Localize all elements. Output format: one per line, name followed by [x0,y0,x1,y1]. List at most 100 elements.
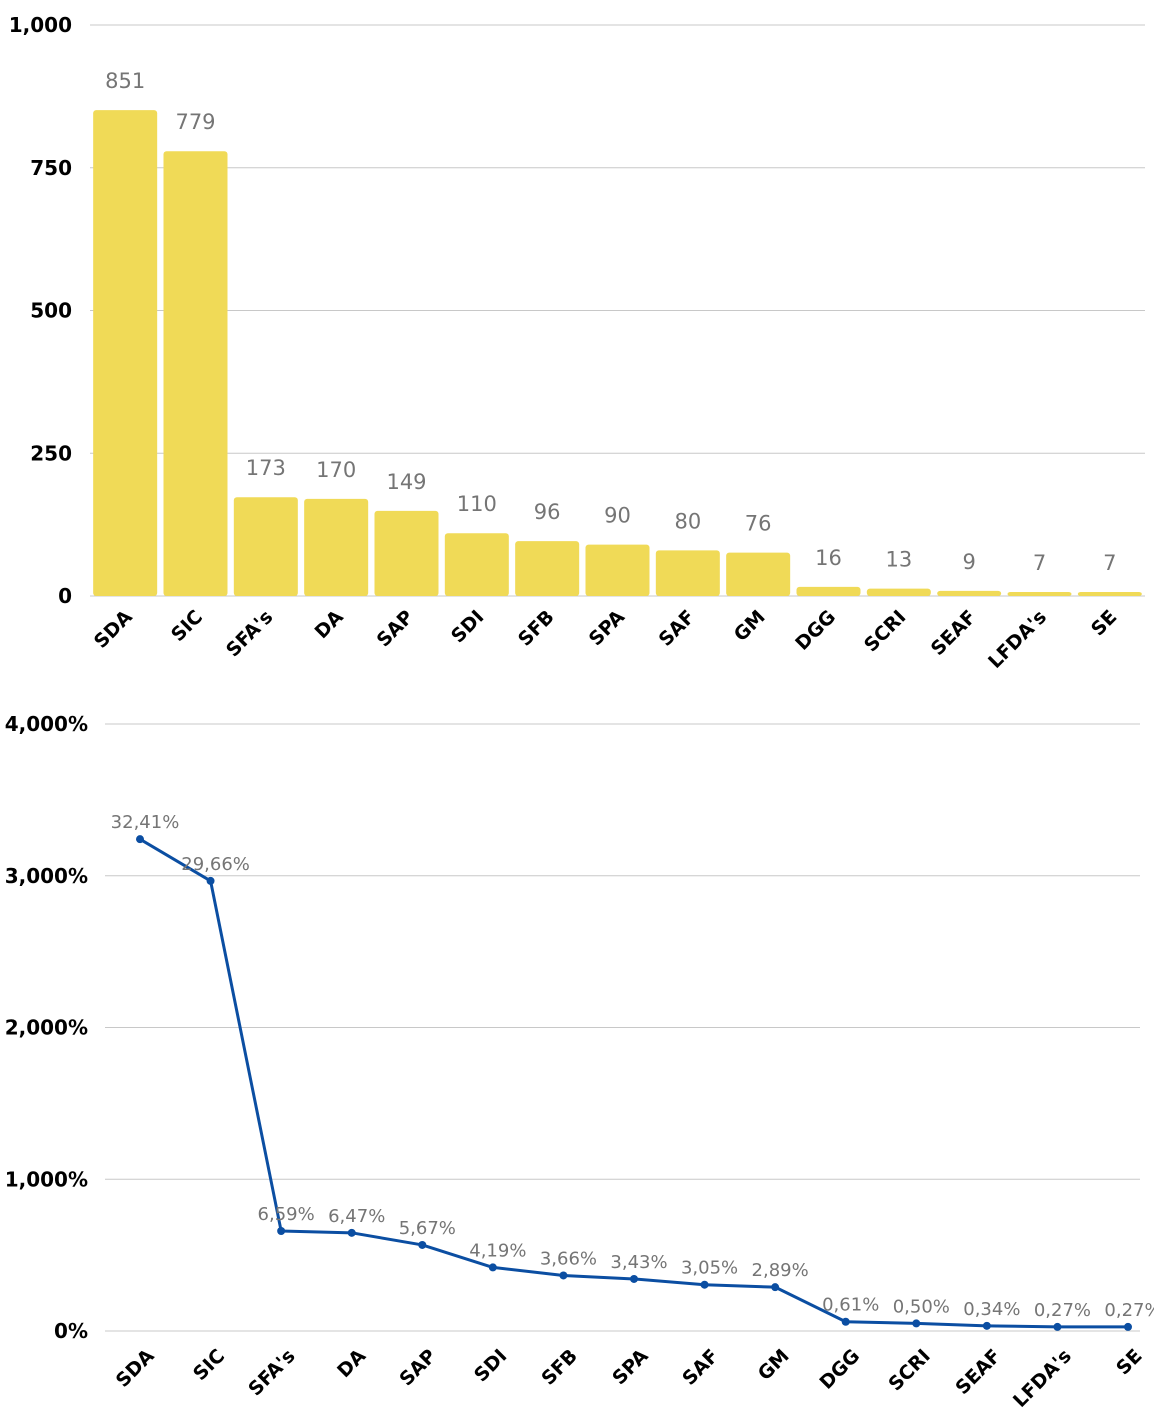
bar-data-label: 173 [246,456,286,480]
bar-x-tick-label: SAF [655,606,700,651]
bar-sdi [444,533,509,596]
bar-x-tick-label: SPA [585,606,629,650]
line-data-label: 4,19% [469,1240,526,1261]
bar-x-tick-label: SEAF [927,606,981,660]
line-x-tick-label: SDA [112,1345,159,1392]
bar-x-tick-label: DGG [791,606,840,655]
line-point-dgg [841,1317,850,1326]
bar-data-label: 851 [105,69,145,93]
line-data-label: 0,34% [963,1299,1020,1320]
bar-spa [585,544,650,596]
bar-x-tick-label: SIC [167,606,207,646]
line-data-label: 0,27% [1034,1300,1091,1321]
line-y-tick-label: 1,000% [5,1167,88,1191]
bar-data-label: 779 [175,110,215,134]
line-chart: 0% 1,000% 2,000% 3,000% 4,000% 32,41% SDA 29,66… [5,712,1154,1410]
line-point-lfda-s [1053,1322,1062,1331]
bar-x-tick-label: DA [311,606,348,643]
bar-data-label: 7 [1033,551,1046,575]
bar-x-tick-label: SFB [514,606,559,651]
line-point-se [1124,1322,1132,1331]
bar-x-tick-label: SAP [373,606,419,652]
line-point-spa [630,1274,638,1283]
bar-data-label: 76 [745,512,772,536]
bar-data-label: 13 [885,548,912,572]
line-x-tick-label: DGG [815,1345,864,1394]
line-point-sic [206,876,215,885]
bar-data-label: 80 [674,509,701,533]
line-point-sdi [488,1263,497,1272]
bar-x-tick-label: SDA [90,606,137,653]
line-data-label: 29,66% [181,854,250,875]
line-x-tick-label: SFB [537,1345,582,1390]
line-x-tick-label: SAP [395,1345,441,1391]
line-data-label: 3,66% [540,1248,597,1269]
line-point-sfa-s [277,1226,286,1235]
line-data-label: 0,50% [893,1296,950,1317]
bar-x-tick-label: SFA's [222,606,277,661]
bar-x-tick-label: SCRI [860,606,910,656]
bar-sda [93,110,158,596]
bar-da [304,498,369,596]
line-x-tick-label: GM [754,1345,794,1385]
line-x-tick-label: SCRI [884,1345,934,1395]
bar-sfa-s [233,497,298,596]
line-x-tick-label: SAF [678,1345,723,1390]
bar-y-tick-label: 250 [30,441,72,465]
bar-saf [655,550,720,596]
line-data-label: 2,89% [752,1260,809,1281]
line-y-tick-label: 2,000% [5,1016,88,1040]
bar-y-tick-label: 750 [30,156,72,180]
line-point-sfb [559,1271,568,1280]
bar-x-tick-label: GM [730,606,770,646]
bar-y-tick-label: 1,000 [9,13,72,37]
line-data-label: 5,67% [399,1218,456,1239]
bar-sap [374,510,439,596]
bar-data-label: 7 [1103,551,1116,575]
line-point-gm [771,1283,780,1292]
bar-se [1077,592,1142,596]
line-data-label: 6,47% [328,1206,385,1227]
bar-gm [726,552,791,596]
line-data-label: 6,59% [258,1204,315,1225]
bar-data-label: 110 [457,492,497,516]
bar-data-label: 9 [962,550,975,574]
line-y-tick-label: 3,000% [5,864,88,888]
bar-lfda-s [1007,592,1072,596]
bar-data-label: 90 [604,504,631,528]
bar-y-tick-label: 0 [58,584,72,608]
bar-x-tick-label: LFDA's [984,606,1051,673]
bar-data-label: 16 [815,546,842,570]
bar-sic [163,151,228,597]
bar-x-tick-label: SDI [447,606,488,647]
line-x-tick-label: DA [333,1345,370,1382]
bar-seaf [937,590,1002,596]
line-data-label: 3,05% [681,1258,738,1279]
line-point-da [347,1228,356,1237]
line-point-scri [912,1319,921,1328]
line-point-seaf [982,1321,991,1330]
line-x-tick-label: SEAF [951,1345,1005,1399]
line-x-tick-label: SPA [608,1345,652,1389]
bar-x-tick-label: SE [1087,606,1121,640]
bar-data-label: 149 [386,470,426,494]
line-data-label: 3,43% [610,1252,667,1273]
bar-y-tick-label: 500 [30,299,72,323]
line-y-tick-label: 4,000% [5,712,88,736]
line-point-sda [136,835,144,844]
bar-data-label: 96 [534,500,561,524]
line-point-sap [418,1240,427,1249]
line-x-tick-label: LFDA's [1009,1345,1076,1410]
line-y-tick-label: 0% [54,1319,88,1343]
bar-chart: 02505007501,000851SDA779SIC173SFA's170DA… [9,13,1145,673]
bar-dgg [796,586,861,596]
bar-data-label: 170 [316,458,356,482]
line-data-label: 0,61% [822,1295,879,1316]
line-x-tick-label: SE [1112,1345,1146,1379]
line-data-label: 0,27% [1104,1300,1154,1321]
line-x-tick-label: SIC [189,1345,229,1385]
bar-sfb [515,541,580,596]
bar-scri [866,588,931,596]
line-point-saf [700,1280,709,1289]
